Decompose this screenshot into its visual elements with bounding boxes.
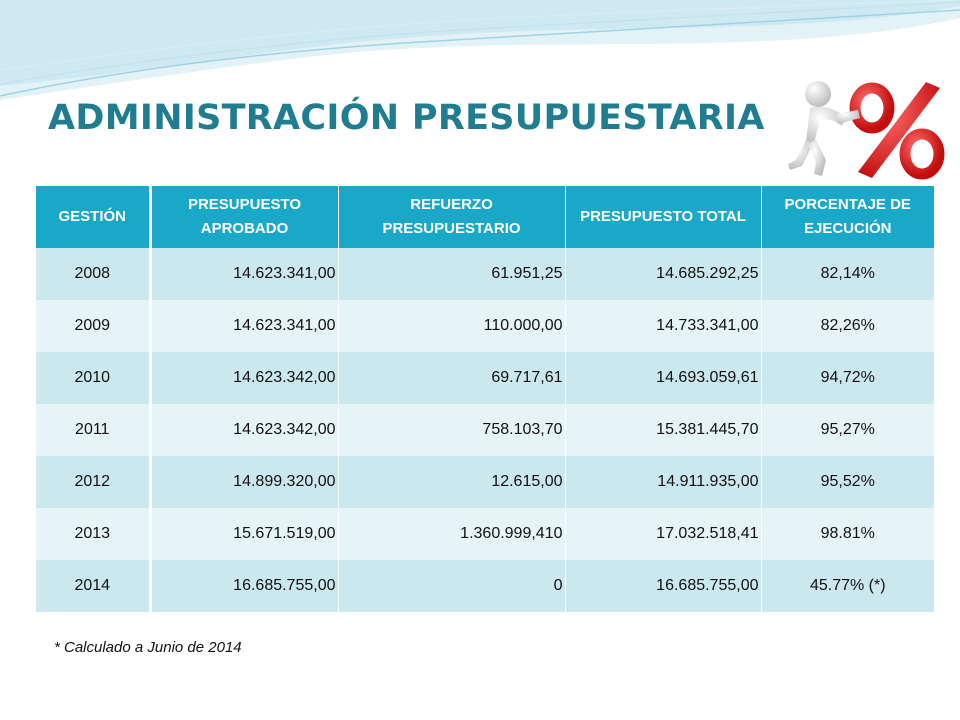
cell-reinforcement: 61.951,25 — [338, 248, 566, 300]
cell-total: 14.685.292,25 — [565, 248, 762, 300]
cell-approved: 15.671.519,00 — [150, 508, 339, 560]
cell-year: 2010 — [36, 352, 152, 404]
cell-execution: 45.77% (*) — [761, 560, 934, 612]
cell-reinforcement: 12.615,00 — [338, 456, 566, 508]
cell-total: 14.693.059,61 — [565, 352, 762, 404]
cell-approved: 14.623.342,00 — [150, 404, 339, 456]
cell-execution: 95,27% — [761, 404, 934, 456]
cell-total: 14.733.341,00 — [565, 300, 762, 352]
header-gestion: GESTIÓN — [36, 186, 152, 248]
cell-reinforcement: 1.360.999,410 — [338, 508, 566, 560]
cell-year: 2008 — [36, 248, 152, 300]
budget-table: GESTIÓN PRESUPUESTO APROBADO REFUERZO PR… — [36, 186, 934, 612]
slide-title: ADMINISTRACIÓN PRESUPUESTARIA — [48, 98, 765, 138]
cell-execution: 98.81% — [761, 508, 934, 560]
cell-reinforcement: 758.103,70 — [338, 404, 566, 456]
cell-execution: 95,52% — [761, 456, 934, 508]
table-row: 2011 14.623.342,00 758.103,70 15.381.445… — [36, 404, 934, 456]
footnote: * Calculado a Junio de 2014 — [54, 639, 242, 656]
cell-reinforcement: 110.000,00 — [338, 300, 566, 352]
cell-year: 2011 — [36, 404, 152, 456]
cell-approved: 16.685.755,00 — [150, 560, 339, 612]
decorative-wave-header — [0, 0, 960, 100]
table-row: 2013 15.671.519,00 1.360.999,410 17.032.… — [36, 508, 934, 560]
cell-year: 2012 — [36, 456, 152, 508]
header-refuerzo-presupuestario: REFUERZO PRESUPUESTARIO — [338, 186, 566, 248]
cell-total: 16.685.755,00 — [565, 560, 762, 612]
table-header-row: GESTIÓN PRESUPUESTO APROBADO REFUERZO PR… — [36, 186, 934, 248]
cell-approved: 14.623.342,00 — [150, 352, 339, 404]
cell-year: 2013 — [36, 508, 152, 560]
table-row: 2009 14.623.341,00 110.000,00 14.733.341… — [36, 300, 934, 352]
cell-total: 14.911.935,00 — [565, 456, 762, 508]
cell-reinforcement: 69.717,61 — [338, 352, 566, 404]
cell-reinforcement: 0 — [338, 560, 566, 612]
cell-execution: 94,72% — [761, 352, 934, 404]
header-porcentaje-ejecucion: PORCENTAJE DE EJECUCIÓN — [761, 186, 934, 248]
cell-total: 17.032.518,41 — [565, 508, 762, 560]
table-row: 2012 14.899.320,00 12.615,00 14.911.935,… — [36, 456, 934, 508]
cell-year: 2014 — [36, 560, 152, 612]
cell-approved: 14.623.341,00 — [150, 300, 339, 352]
3d-man-pushing-percent-sign-icon — [788, 81, 945, 180]
header-presupuesto-aprobado: PRESUPUESTO APROBADO — [150, 186, 339, 248]
table-row: 2014 16.685.755,00 0 16.685.755,00 45.77… — [36, 560, 934, 612]
table-row: 2010 14.623.342,00 69.717,61 14.693.059,… — [36, 352, 934, 404]
cell-approved: 14.623.341,00 — [150, 248, 339, 300]
cell-approved: 14.899.320,00 — [150, 456, 339, 508]
table-row: 2008 14.623.341,00 61.951,25 14.685.292,… — [36, 248, 934, 300]
cell-execution: 82,14% — [761, 248, 934, 300]
cell-total: 15.381.445,70 — [565, 404, 762, 456]
cell-execution: 82,26% — [761, 300, 934, 352]
header-presupuesto-total: PRESUPUESTO TOTAL — [565, 186, 762, 248]
cell-year: 2009 — [36, 300, 152, 352]
